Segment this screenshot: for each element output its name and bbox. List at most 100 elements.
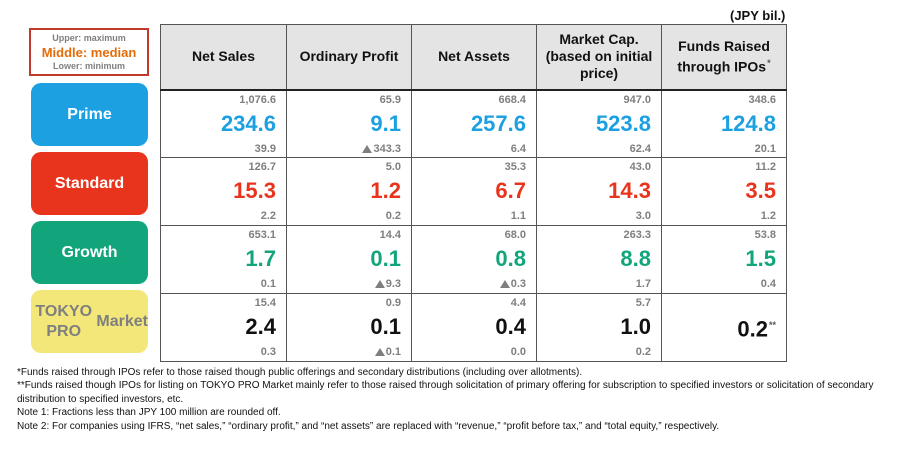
table-cell: 53.8 1.5 0.4: [661, 225, 787, 294]
min-number: 9.3: [385, 278, 401, 290]
segment-name: Prime: [67, 105, 112, 123]
table-cell: 1,076.6 234.6 39.9: [160, 88, 287, 158]
negative-triangle-icon: [362, 144, 373, 153]
median-value: 0.2**: [737, 308, 776, 346]
median-value: 14.3: [608, 178, 651, 203]
column-header: Ordinary Profit: [286, 24, 412, 90]
median-value: 257.6: [470, 110, 526, 136]
footnote: **Funds raised though IPOs for listing o…: [17, 380, 874, 405]
footnote-mark: *: [767, 57, 771, 68]
min-number: 0.4: [760, 278, 776, 290]
min-number: 0.3: [260, 346, 276, 358]
min-number: 0.0: [510, 346, 526, 358]
min-value: 9.3: [297, 276, 401, 292]
max-value: 11.2: [755, 161, 776, 173]
column-header: Net Sales: [160, 24, 287, 90]
table-cell: 5.0 1.2 0.2: [286, 157, 412, 226]
segment-name: Market: [96, 312, 148, 330]
median-value: 1.0: [620, 314, 651, 339]
median-value: 1.2: [370, 178, 401, 203]
median-value: 6.7: [495, 178, 526, 203]
legend-upper: Upper: maximum: [52, 33, 126, 43]
min-number: 1.7: [635, 278, 651, 290]
min-number: 3.0: [635, 210, 651, 222]
unit-label: (JPY bil.): [730, 8, 786, 23]
table-row: 15.4 2.4 0.3 0.9 0.1 0.1 4.4 0.4 0.0 5.7 1.0 0.2 0.2…: [160, 293, 787, 362]
max-value: 15.4: [254, 297, 276, 309]
min-value: 2.2: [171, 208, 276, 224]
footnote: Note 1: Fractions less than JPY 100 mill…: [17, 407, 281, 419]
column-header-label: (based on initial: [545, 48, 653, 65]
min-value: 0.2: [297, 208, 401, 224]
table-row: 653.1 1.7 0.1 14.4 0.1 9.3 68.0 0.8 0.3 263.3 8.8 1…: [160, 225, 787, 294]
ipo-stats-table: Net Sales Ordinary Profit Net Assets Market…: [160, 24, 787, 362]
footnotes: *Funds raised through IPOs refer to thos…: [17, 366, 907, 433]
table-cell: 43.0 14.3 3.0: [536, 157, 662, 226]
max-value: 65.9: [379, 93, 401, 106]
table-cell: 11.2 3.5 1.2: [661, 157, 787, 226]
min-number: 0.3: [510, 278, 526, 290]
min-value: 1.7: [547, 276, 651, 292]
column-header-label: Ordinary Profit: [299, 48, 399, 65]
max-value: 53.8: [754, 229, 776, 241]
table-cell: 5.7 1.0 0.2: [536, 293, 662, 362]
min-number: 62.4: [629, 142, 651, 155]
negative-triangle-icon: [499, 280, 510, 288]
min-number: 0.1: [385, 346, 401, 358]
min-value: 6.4: [422, 141, 526, 157]
min-number: 20.1: [754, 142, 776, 155]
median-value: 15.3: [233, 178, 276, 203]
footnote: Note 2: For companies using IFRS, “net s…: [17, 420, 720, 432]
min-number: 2.2: [260, 210, 276, 222]
segment-name: Standard: [54, 174, 125, 192]
table-cell: 348.6 124.8 20.1: [661, 88, 787, 158]
segment-label: Standard: [31, 152, 148, 215]
column-header: Funds Raised through IPOs*: [661, 24, 787, 90]
column-header-label: Funds Raised: [678, 37, 770, 54]
median-value: 3.5: [745, 178, 776, 203]
median-value: 0.1: [370, 314, 401, 339]
median-number: 0.2: [737, 316, 768, 342]
median-value: 0.1: [370, 246, 401, 271]
min-number: 0.1: [260, 278, 276, 290]
negative-triangle-icon: [374, 280, 385, 288]
segment-name: Growth: [61, 243, 118, 261]
max-value: 14.4: [379, 229, 401, 241]
negative-triangle-icon: [374, 348, 385, 356]
min-value: 1.1: [422, 208, 526, 224]
max-value: 668.4: [498, 93, 526, 106]
median-value: 0.4: [495, 314, 526, 339]
max-value: 348.6: [748, 93, 776, 106]
table-row: 126.7 15.3 2.2 5.0 1.2 0.2 35.3 6.7 1.1 43.0 14.3 3…: [160, 157, 787, 226]
median-value: 1.5: [745, 246, 776, 271]
min-value: 39.9: [171, 141, 276, 157]
median-value: 8.8: [620, 246, 651, 271]
table-cell: 15.4 2.4 0.3: [160, 293, 287, 362]
max-value: 653.1: [248, 229, 276, 241]
min-value: 0.3: [422, 276, 526, 292]
median-value: 0.8: [495, 246, 526, 271]
median-value: 9.1: [370, 110, 401, 136]
min-value: 1.2: [672, 208, 776, 224]
footnote: *Funds raised through IPOs refer to thos…: [17, 367, 583, 378]
min-value: 20.1: [672, 141, 776, 157]
min-number: 343.3: [373, 142, 401, 155]
min-value: 0.2: [547, 344, 651, 360]
table-cell: 0.2**: [661, 293, 787, 362]
column-header: Market Cap. (based on initial price): [536, 24, 662, 90]
table-row: 1,076.6 234.6 39.9 65.9 9.1 343.3 668.4 257.6 6.…: [160, 88, 787, 158]
min-number: 1.1: [510, 210, 526, 222]
max-value: 5.0: [385, 161, 401, 173]
min-number: 1.2: [760, 210, 776, 222]
table-cell: 0.9 0.1 0.1: [286, 293, 412, 362]
max-value: 947.0: [623, 93, 651, 106]
column-header-label: price): [579, 65, 619, 82]
max-value: 43.0: [629, 161, 651, 173]
min-value: 0.3: [171, 344, 276, 360]
legend-middle: Middle: median: [41, 45, 137, 60]
table-cell: 4.4 0.4 0.0: [411, 293, 537, 362]
table-cell: 263.3 8.8 1.7: [536, 225, 662, 294]
column-header: Net Assets: [411, 24, 537, 90]
segment-label: TOKYO PRO Market: [31, 290, 148, 353]
max-value: 68.0: [504, 229, 526, 241]
